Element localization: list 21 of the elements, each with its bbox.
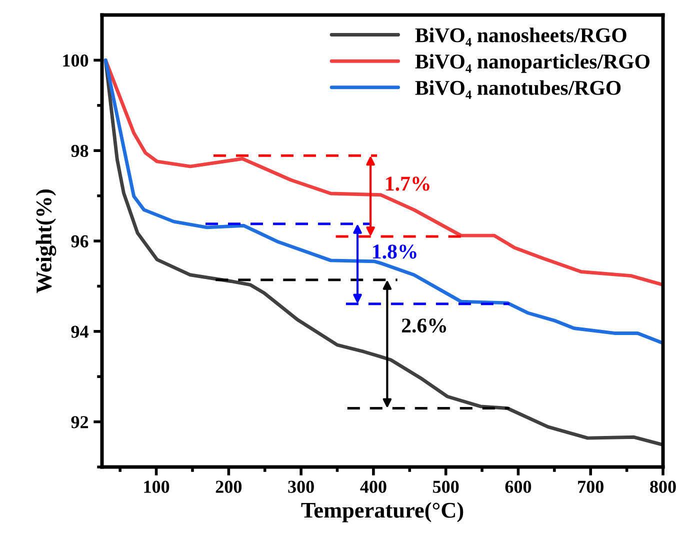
annotation: 1.8% xyxy=(373,244,416,259)
x-axis-title: Temperature(°C) xyxy=(301,502,464,522)
annotation: 1.7% xyxy=(386,176,430,191)
y-tick-label: 92 xyxy=(71,416,88,428)
y-tick-label: 98 xyxy=(71,144,88,158)
y-axis-title: Weight(%) xyxy=(36,190,56,294)
x-tick-label: 700 xyxy=(578,480,604,493)
y-tick-label: 94 xyxy=(71,326,88,338)
y-tick-label: 100 xyxy=(63,54,88,67)
x-tick-label: 600 xyxy=(505,480,532,493)
x-tick-label: 100 xyxy=(144,480,170,493)
y-tick-label: 96 xyxy=(71,235,88,248)
legend-label: BiVO₄ nanosheets/RGO xyxy=(415,28,626,46)
x-tick-label: 800 xyxy=(650,480,676,493)
x-tick-label: 300 xyxy=(288,480,314,493)
annotation: 2.6% xyxy=(402,318,446,333)
x-tick-label: 200 xyxy=(216,480,242,493)
x-tick-label: 500 xyxy=(433,480,459,493)
legend-label: BiVO₄ nanoparticles/RGO xyxy=(415,54,650,73)
legend-label: BiVO₄ nanotubes/RGO xyxy=(415,80,621,99)
x-tick-label: 400 xyxy=(360,480,386,493)
